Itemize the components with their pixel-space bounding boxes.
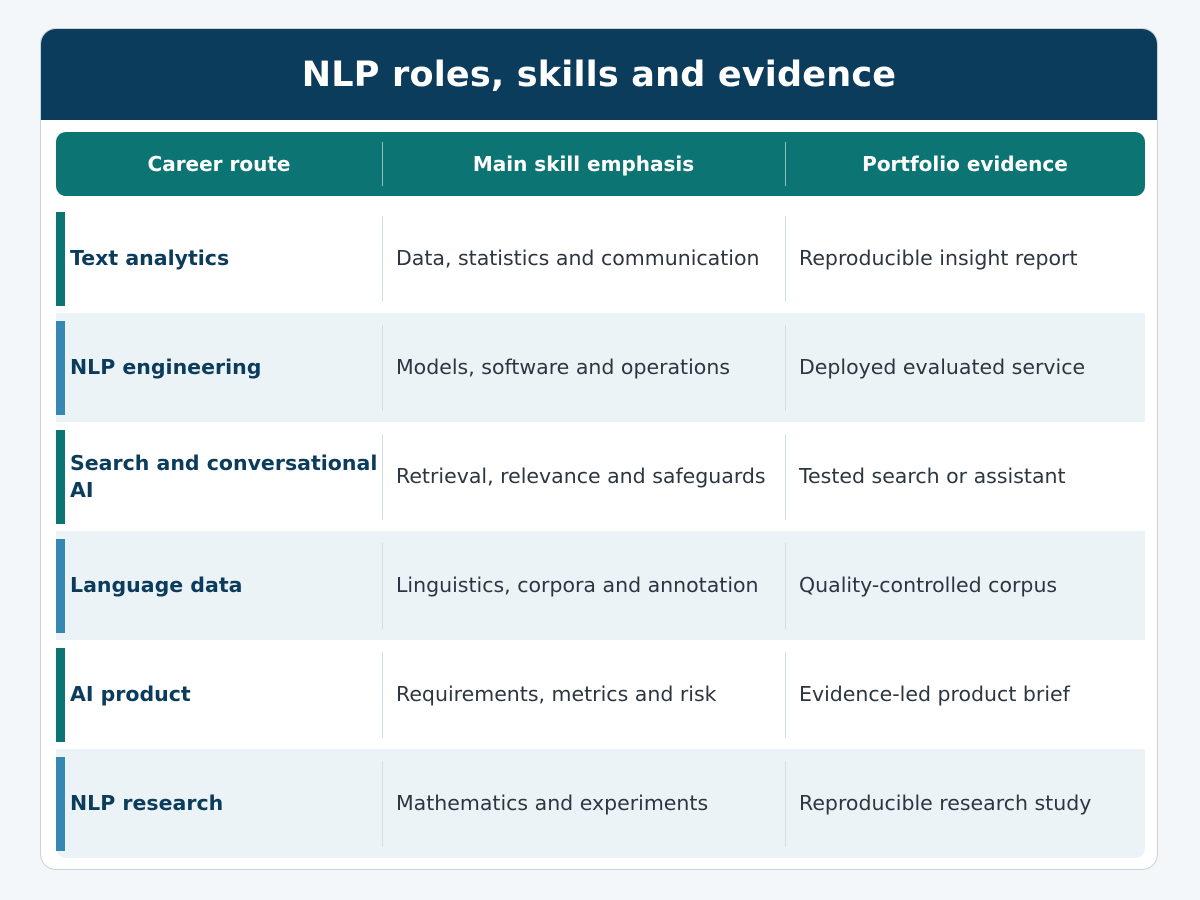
column-divider: [382, 543, 383, 629]
evidence-cell: Quality-controlled corpus: [799, 573, 1058, 597]
column-divider: [785, 216, 786, 302]
title-banner: NLP roles, skills and evidence: [41, 29, 1157, 120]
route-cell: AI product: [70, 682, 191, 706]
row-accent-bar: [56, 648, 65, 742]
table-header: Career route Main skill emphasis Portfol…: [56, 132, 1145, 196]
column-divider: [382, 761, 383, 847]
table-row: NLP engineering Models, software and ope…: [56, 313, 1145, 422]
skill-cell: Models, software and operations: [396, 355, 731, 379]
evidence-cell: Reproducible insight report: [799, 246, 1078, 270]
header-divider: [785, 142, 786, 186]
table-row: NLP research Mathematics and experiments…: [56, 749, 1145, 858]
table-row: Language data Linguistics, corpora and a…: [56, 531, 1145, 640]
column-header-career-route: Career route: [147, 152, 291, 176]
column-divider: [785, 761, 786, 847]
evidence-cell: Reproducible research study: [799, 791, 1092, 815]
column-divider: [785, 652, 786, 738]
column-header-portfolio-evidence: Portfolio evidence: [862, 152, 1068, 176]
evidence-cell: Deployed evaluated service: [799, 355, 1086, 379]
column-header-main-skill: Main skill emphasis: [472, 152, 695, 176]
column-divider: [382, 325, 383, 411]
route-cell: Language data: [70, 573, 243, 597]
route-cell: Search and conversational AI: [70, 450, 378, 502]
column-divider: [785, 543, 786, 629]
column-divider: [382, 652, 383, 738]
roles-table: Career route Main skill emphasis Portfol…: [56, 132, 1145, 858]
table-row: Text analytics Data, statistics and comm…: [56, 204, 1145, 313]
row-accent-bar: [56, 757, 65, 851]
row-accent-bar: [56, 321, 65, 415]
column-divider: [785, 434, 786, 520]
skill-cell: Requirements, metrics and risk: [396, 682, 717, 706]
route-cell: Text analytics: [70, 246, 230, 270]
skill-cell: Data, statistics and communication: [396, 246, 760, 270]
table-row: AI product Requirements, metrics and ris…: [56, 640, 1145, 749]
column-divider: [785, 325, 786, 411]
column-divider: [382, 434, 383, 520]
row-accent-bar: [56, 539, 65, 633]
skill-cell: Mathematics and experiments: [396, 791, 709, 815]
route-cell: NLP engineering: [70, 355, 262, 379]
table-row: Search and conversational AI Retrieval, …: [56, 422, 1145, 531]
row-accent-bar: [56, 430, 65, 524]
evidence-cell: Evidence-led product brief: [799, 682, 1070, 706]
column-divider: [382, 216, 383, 302]
evidence-cell: Tested search or assistant: [799, 464, 1066, 488]
route-cell: NLP research: [70, 791, 224, 815]
header-divider: [382, 142, 383, 186]
page-title: NLP roles, skills and evidence: [301, 54, 897, 95]
row-accent-bar: [56, 212, 65, 306]
skill-cell: Retrieval, relevance and safeguards: [396, 464, 766, 488]
skill-cell: Linguistics, corpora and annotation: [396, 573, 759, 597]
roles-card: NLP roles, skills and evidence Career ro…: [40, 28, 1158, 870]
